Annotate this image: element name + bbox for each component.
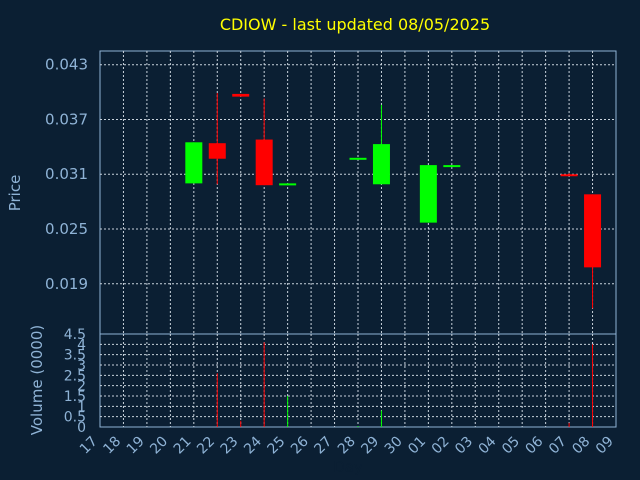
x-tick-label: 17 bbox=[77, 434, 101, 458]
candle-body bbox=[443, 165, 461, 168]
candle-body bbox=[185, 142, 203, 184]
volume-axis-label: Volume (0000) bbox=[28, 325, 46, 435]
volume-tick-label: 0 bbox=[77, 420, 86, 436]
x-tick-label: 05 bbox=[499, 434, 523, 458]
volume-bars bbox=[216, 342, 594, 427]
candle-body bbox=[419, 165, 437, 223]
x-axis-ticks: 17 18 19 20 21 22 23 24 25 26 27 28 29 30 01 02 03 04 05 06… bbox=[77, 433, 617, 457]
x-tick-label: 23 bbox=[218, 434, 242, 458]
price-tick-label: 0.043 bbox=[45, 56, 88, 74]
price-tick-label: 0.037 bbox=[45, 110, 88, 128]
volume-tick-label: 4 bbox=[77, 337, 86, 353]
x-tick-label: 27 bbox=[311, 434, 335, 458]
price-tick-label: 0.025 bbox=[45, 220, 88, 238]
x-tick-label: 09 bbox=[593, 434, 617, 458]
x-tick-label: 08 bbox=[569, 434, 593, 458]
x-tick-label: 30 bbox=[382, 434, 406, 458]
volume-tick-label: 3 bbox=[77, 358, 86, 374]
candles bbox=[185, 92, 602, 309]
volume-tick-label: 0.5 bbox=[64, 410, 86, 426]
candle-body bbox=[208, 143, 226, 159]
x-tick-label: 04 bbox=[476, 433, 500, 457]
candle-body bbox=[349, 157, 367, 160]
x-tick-label: 03 bbox=[452, 434, 476, 458]
x-tick-label: 18 bbox=[100, 434, 124, 458]
price-grid bbox=[100, 51, 616, 334]
x-tick-label: 19 bbox=[124, 434, 148, 458]
volume-tick-label: 2.5 bbox=[64, 368, 86, 384]
volume-axis-ticks: 4.543.532.521.510.50 bbox=[64, 327, 86, 436]
candle-body bbox=[279, 183, 297, 186]
candle-body bbox=[584, 194, 602, 268]
chart-title: CDIOW - last updated 08/05/2025 bbox=[220, 15, 490, 34]
volume-grid bbox=[100, 334, 616, 427]
x-tick-label: 26 bbox=[288, 433, 312, 457]
candle-body bbox=[372, 144, 390, 185]
x-tick-label: 20 bbox=[147, 434, 171, 458]
candle-body bbox=[255, 139, 273, 186]
volume-tick-label: 1 bbox=[77, 399, 86, 415]
x-tick-label: 06 bbox=[523, 433, 547, 457]
x-tick-label: 29 bbox=[358, 434, 382, 458]
candle-body bbox=[560, 174, 578, 177]
volume-tick-label: 2 bbox=[77, 379, 86, 395]
x-tick-label: 01 bbox=[405, 434, 429, 458]
x-tick-label: 25 bbox=[265, 434, 289, 458]
x-tick-label: 21 bbox=[171, 434, 195, 458]
x-axis-label: Day bbox=[333, 458, 363, 476]
x-tick-label: 07 bbox=[546, 434, 570, 458]
volume-tick-label: 3.5 bbox=[64, 348, 86, 364]
x-tick-label: 28 bbox=[335, 434, 359, 458]
x-tick-label: 24 bbox=[241, 433, 265, 457]
candle-body bbox=[232, 93, 250, 97]
volume-tick-label: 1.5 bbox=[64, 389, 86, 405]
price-tick-label: 0.019 bbox=[45, 275, 88, 293]
x-tick-label: 22 bbox=[194, 434, 218, 458]
y-axis-label: Price bbox=[6, 175, 24, 212]
price-tick-label: 0.031 bbox=[45, 165, 88, 183]
volume-tick-label: 4.5 bbox=[64, 327, 86, 343]
price-axis-ticks: 0.043 0.037 0.031 0.025 0.019 bbox=[45, 56, 88, 293]
x-tick-label: 02 bbox=[429, 434, 453, 458]
